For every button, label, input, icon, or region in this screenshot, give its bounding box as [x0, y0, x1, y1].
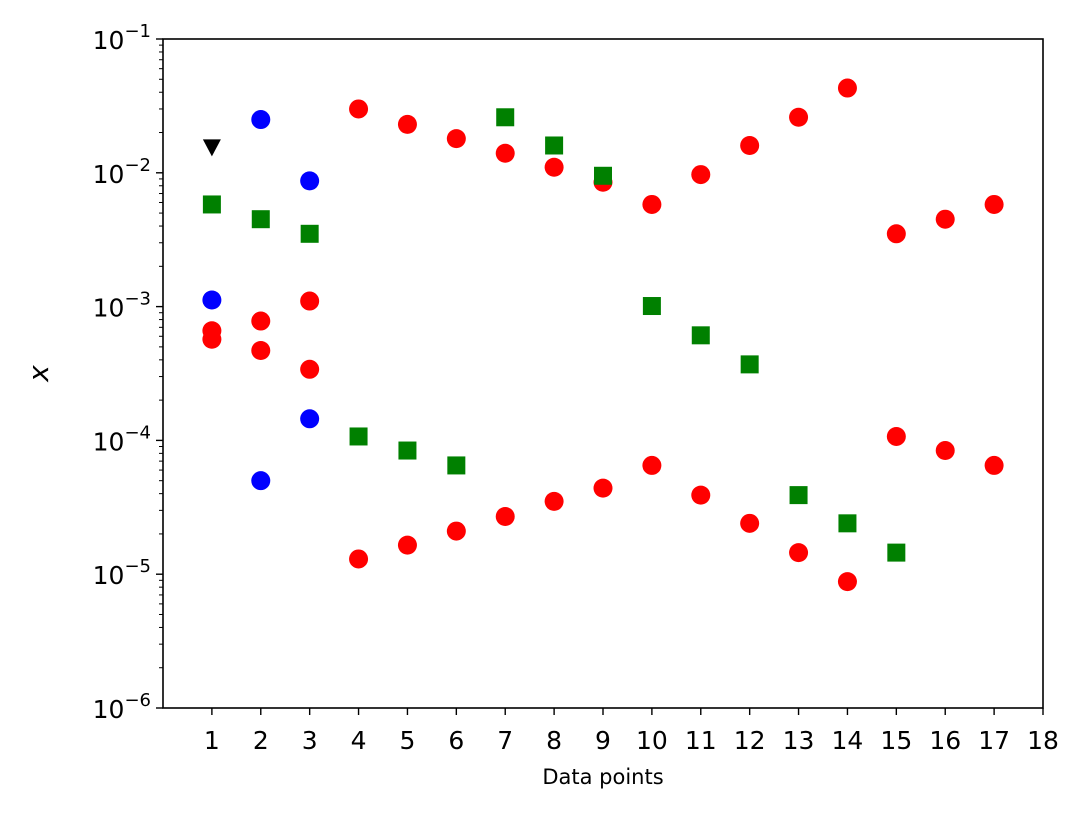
data-point [935, 441, 955, 461]
data-point [398, 441, 417, 460]
data-point [251, 210, 270, 229]
data-point [349, 549, 369, 569]
data-point [984, 194, 1004, 214]
data-point [496, 108, 515, 127]
data-point [397, 114, 417, 134]
x-tick-label: 13 [783, 726, 815, 755]
data-point [642, 194, 662, 214]
y-tick-label: 10−4 [93, 422, 151, 456]
y-tick-label: 10−3 [93, 289, 151, 323]
data-point [397, 535, 417, 555]
data-point [838, 514, 857, 533]
x-tick-label: 7 [497, 726, 513, 755]
x-axis-label: Data points [542, 765, 663, 789]
data-point [593, 478, 613, 498]
y-tick-label: 10−5 [93, 556, 151, 590]
data-point [691, 485, 711, 505]
data-point [935, 209, 955, 229]
data-point [251, 311, 271, 331]
data-point [789, 107, 809, 127]
data-point [202, 195, 221, 214]
data-point [251, 471, 271, 491]
data-point [886, 426, 906, 446]
data-point [495, 143, 515, 163]
data-point [251, 110, 271, 130]
axis-ticks: 1 2 3 4 5 6 7 8 9 10 11 12 13 14 15 16 17 1810−610−510−41… [93, 21, 1059, 755]
data-point [202, 290, 222, 310]
data-point [642, 455, 662, 475]
x-tick-label: 12 [734, 726, 766, 755]
data-point [300, 171, 320, 191]
y-tick-label: 10−2 [93, 155, 151, 189]
y-tick-label: 10−6 [93, 690, 151, 724]
data-point [447, 456, 466, 475]
x-tick-label: 4 [351, 726, 367, 755]
x-tick-label: 1 [204, 726, 220, 755]
plot-frame [162, 38, 1044, 709]
data-point [300, 409, 320, 429]
data-point [300, 224, 319, 243]
data-point [837, 572, 857, 592]
x-tick-label: 3 [302, 726, 318, 755]
data-point [691, 165, 711, 185]
x-tick-label: 11 [685, 726, 717, 755]
y-tick-label: 10−1 [93, 21, 151, 55]
data-point [349, 99, 369, 119]
x-tick-label: 8 [546, 726, 562, 755]
data-point [544, 157, 564, 177]
data-point [789, 543, 809, 563]
data-point [886, 224, 906, 244]
data-point [300, 359, 320, 379]
x-tick-label: 16 [929, 726, 961, 755]
data-point [594, 166, 612, 185]
data-point [789, 486, 808, 505]
y-axis-label: x [22, 365, 55, 383]
data-point [349, 427, 368, 446]
data-point [642, 297, 661, 316]
data-point [300, 291, 320, 311]
data-point [495, 506, 515, 526]
data-point [887, 543, 906, 562]
x-tick-label: 2 [253, 726, 269, 755]
x-tick-label: 6 [448, 726, 464, 755]
x-tick-label: 10 [636, 726, 668, 755]
data-point [202, 329, 222, 349]
data-point [740, 513, 760, 533]
data-point [837, 78, 857, 98]
data-point [545, 136, 564, 155]
x-tick-label: 17 [978, 726, 1010, 755]
x-tick-label: 9 [595, 726, 611, 755]
data-point [691, 326, 710, 345]
data-point [251, 340, 271, 360]
data-point [984, 455, 1004, 475]
data-point [740, 355, 759, 374]
x-tick-label: 18 [1027, 726, 1059, 755]
data-point [544, 491, 564, 511]
data-point [740, 135, 760, 155]
data-points [202, 78, 1004, 592]
data-point [446, 521, 466, 541]
data-point [446, 129, 466, 149]
x-tick-label: 14 [832, 726, 864, 755]
x-tick-label: 15 [880, 726, 912, 755]
x-tick-label: 5 [399, 726, 415, 755]
data-point [202, 139, 221, 157]
